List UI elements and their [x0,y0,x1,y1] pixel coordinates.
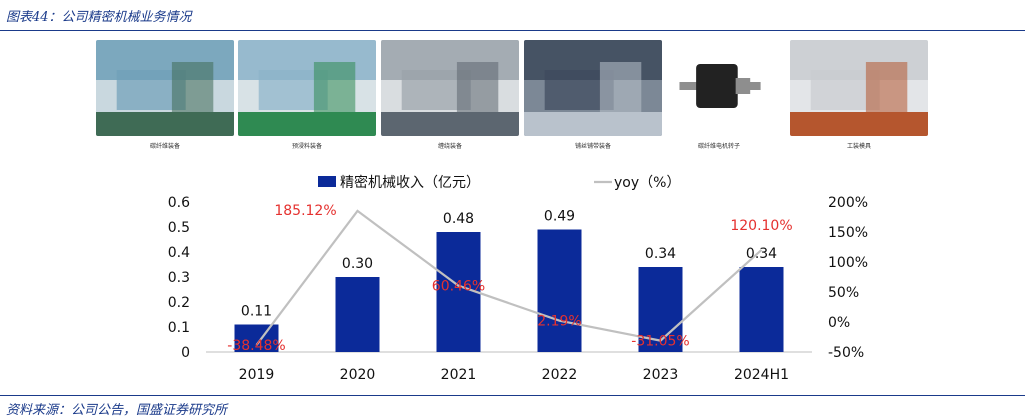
bar-value-label: 0.34 [645,246,676,262]
y-right-tick-label: 50% [828,285,859,301]
top-rule [0,30,1025,31]
yoy-value-label: 2.19% [537,314,581,330]
photo-caption-4: 铺丝铺带装备 [574,143,611,150]
bar-2021 [436,232,481,352]
bar-value-label: 0.11 [241,304,272,320]
y-left-tick-label: 0.4 [168,245,190,261]
source-note: 资料来源：公司公告，国盛证券研究所 [6,403,228,418]
x-tick-label: 2022 [542,367,578,383]
legend-bar-swatch [318,176,336,187]
y-left-tick-label: 0 [181,345,190,361]
x-tick-label: 2020 [340,367,376,383]
x-tick-label: 2021 [441,367,477,383]
bar-value-label: 0.48 [443,211,474,227]
yoy-value-label: 120.10% [730,218,792,234]
legend-bar-label: 精密机械收入（亿元） [340,174,480,191]
equipment-photo-4 [524,40,662,136]
photo-caption-1: 碳纤维装备 [149,143,180,150]
y-left-tick-label: 0.5 [168,220,190,236]
y-left-tick-label: 0.2 [168,295,190,311]
y-right-tick-label: -50% [828,345,864,361]
revenue-yoy-chart: 0 0.1 0.2 0.3 0.4 0.5 0.6 -50% 0% 50% 100% 150% 200%… [168,174,868,383]
bar-value-label: 0.49 [544,209,575,225]
legend-line-label: yoy（%） [614,175,680,191]
bar-2020 [335,277,380,352]
x-tick-label: 2024H1 [734,367,789,383]
equipment-photo-6 [790,40,928,136]
equipment-photo-3 [381,40,519,136]
y-right-tick-label: 0% [828,315,850,331]
y-left-tick-label: 0.3 [168,270,190,286]
figure-title: 图表44：公司精密机械业务情况 [6,10,192,25]
y-right-tick-label: 150% [828,225,868,241]
yoy-line [255,209,763,346]
yoy-value-label: 60.46% [432,279,485,295]
bar-2024H1 [739,267,784,352]
bar-value-label: 0.34 [746,246,777,262]
equipment-photo-5 [667,40,771,136]
photo-caption-5: 碳纤维电机转子 [697,143,740,150]
y-left-tick-label: 0.6 [168,195,190,211]
photo-caption-3: 缠绕装备 [437,143,462,150]
bar-value-label: 0.30 [342,256,373,272]
bar-2022 [537,229,582,352]
y-right-tick-label: 100% [828,255,868,271]
x-tick-label: 2023 [643,367,679,383]
bar-2019 [234,324,279,352]
equipment-photo-1 [96,40,234,136]
photo-caption-6: 工装模具 [846,143,871,150]
bottom-rule [0,395,1025,396]
x-tick-label: 2019 [239,367,275,383]
yoy-value-label: -31.05% [631,334,689,350]
y-right-tick-label: 200% [828,195,868,211]
y-left-tick-label: 0.1 [168,320,190,336]
equipment-photo-2 [238,40,376,136]
yoy-value-label: 185.12% [274,203,336,219]
photo-caption-2: 预浸料装备 [291,143,322,150]
yoy-value-label: -38.48% [227,338,285,354]
